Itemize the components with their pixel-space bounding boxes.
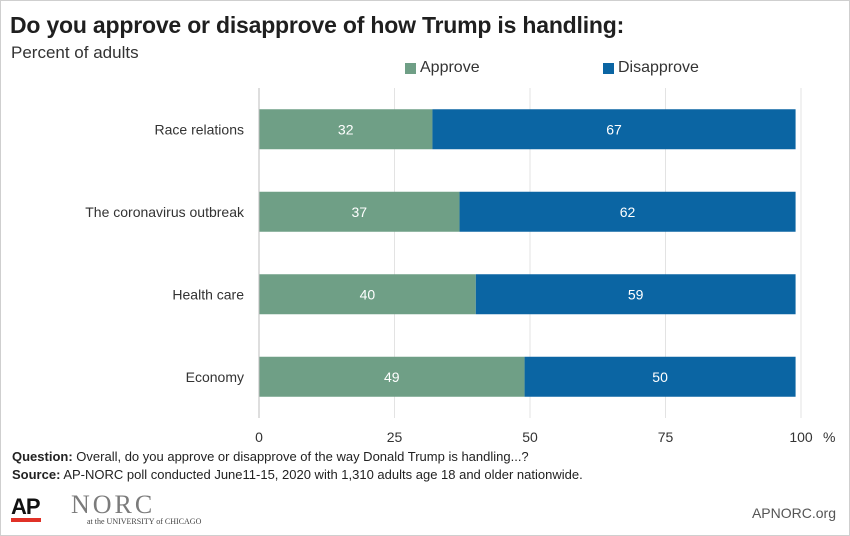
legend-swatch-disapprove	[603, 62, 614, 74]
data-label: 32	[338, 121, 354, 137]
bar-disapprove	[475, 274, 796, 315]
bar-approve	[259, 191, 460, 232]
x-tick-label: 25	[387, 429, 403, 445]
norc-logo-subtitle: at the UNIVERSITY of CHICAGO	[87, 517, 202, 526]
chart-notes: Question: Overall, do you approve or dis…	[12, 448, 583, 484]
data-label: 40	[360, 286, 376, 302]
question-label: Question:	[12, 449, 73, 464]
source-note: Source: AP-NORC poll conducted June11-15…	[12, 466, 583, 484]
ap-logo-bar	[11, 518, 41, 522]
legend-item-approve: Approve	[405, 59, 480, 77]
data-label: 50	[652, 369, 668, 385]
bar-approve	[259, 109, 433, 150]
ap-logo: AP	[11, 494, 43, 524]
x-tick-label: 0	[255, 429, 263, 445]
ap-logo-text: AP	[11, 494, 41, 519]
bar-disapprove	[459, 191, 796, 232]
legend-label-approve: Approve	[420, 59, 480, 76]
data-label: 62	[620, 204, 636, 220]
data-label: 67	[606, 121, 622, 137]
category-label: The coronavirus outbreak	[85, 204, 245, 220]
category-label: Health care	[172, 286, 244, 302]
legend-swatch-approve	[405, 62, 416, 74]
x-tick-label: 50	[522, 429, 538, 445]
data-label: 49	[384, 369, 400, 385]
data-label: 59	[628, 286, 644, 302]
bar-approve	[259, 274, 476, 315]
bar-disapprove	[524, 356, 796, 397]
norc-logo-text: NORC	[71, 490, 156, 519]
category-label: Race relations	[155, 121, 245, 137]
chart-subtitle: Percent of adults	[11, 43, 139, 62]
source-text: AP-NORC poll conducted June11-15, 2020 w…	[63, 467, 583, 482]
x-tick-label: 100	[789, 429, 813, 445]
bar-approve	[259, 356, 525, 397]
source-label: Source:	[12, 467, 61, 482]
category-label: Economy	[186, 369, 244, 385]
bar-disapprove	[432, 109, 796, 150]
question-note: Question: Overall, do you approve or dis…	[12, 448, 583, 466]
norc-logo: NORC at the UNIVERSITY of CHICAGO	[71, 490, 201, 528]
legend-label-disapprove: Disapprove	[618, 59, 699, 76]
chart-title: Do you approve or disapprove of how Trum…	[10, 12, 625, 38]
legend-item-disapprove: Disapprove	[603, 59, 699, 77]
x-tick-label: 75	[658, 429, 674, 445]
site-link[interactable]: APNORC.org	[751, 505, 836, 521]
x-axis-unit: %	[823, 429, 835, 445]
data-label: 37	[351, 204, 367, 220]
question-text: Overall, do you approve or disapprove of…	[76, 449, 529, 464]
